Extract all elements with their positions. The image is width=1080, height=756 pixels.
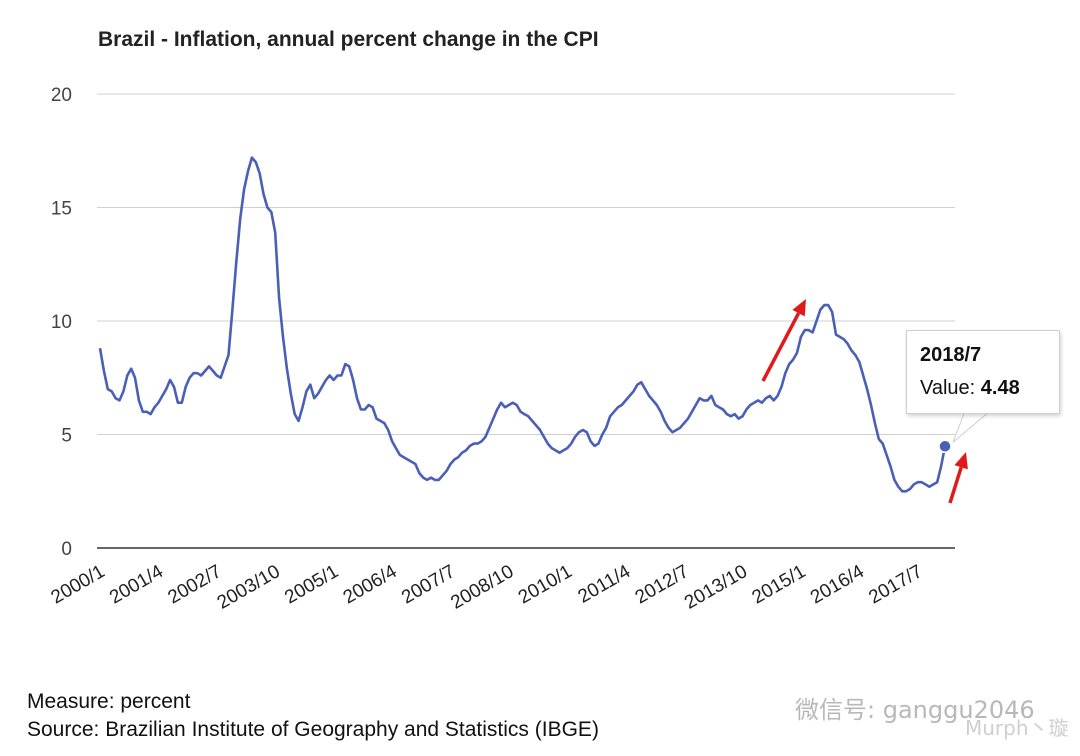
x-tick-label: 2008/10 xyxy=(447,561,517,614)
series-line xyxy=(98,156,947,493)
watermark: 微信号: ganggu2046 xyxy=(795,696,1035,724)
red-arrow-2018 xyxy=(948,452,968,504)
point-layer xyxy=(938,410,992,454)
x-tick-label: 2013/10 xyxy=(681,561,751,614)
y-tick-label: 5 xyxy=(61,426,72,447)
y-tick-label: 20 xyxy=(51,85,72,106)
chart-title: Brazil - Inflation, annual percent chang… xyxy=(98,28,599,51)
x-tick-label: 2016/4 xyxy=(807,561,868,608)
series-line-layer xyxy=(98,156,947,493)
y-tick-label: 10 xyxy=(51,312,72,333)
y-tick-label: 15 xyxy=(51,199,72,220)
footer-source: Source: Brazilian Institute of Geography… xyxy=(27,718,599,741)
x-tick-label: 2015/1 xyxy=(749,561,810,608)
line-chart: 0 5 10 15 20 2000/12001/42002/72003/102005/1… xyxy=(48,85,992,614)
y-tick-label: 0 xyxy=(61,539,72,560)
tooltip-value-row: Value: 4.48 xyxy=(920,377,1020,400)
tooltip-value: 4.48 xyxy=(980,377,1020,399)
red-arrow-2015 xyxy=(761,299,806,382)
x-tick-label: 2010/1 xyxy=(515,561,576,608)
y-axis-ticks: 0 5 10 15 20 xyxy=(51,85,72,560)
x-tick-label: 2003/10 xyxy=(214,561,284,614)
x-tick-label: 2011/4 xyxy=(575,561,635,608)
x-tick-label: 2017/7 xyxy=(865,561,926,608)
value-tooltip: 2018/7 Value: 4.48 xyxy=(906,330,1060,414)
tooltip-value-label: Value: xyxy=(920,377,976,399)
annotation-arrows xyxy=(761,299,968,504)
tooltip-pointer xyxy=(952,410,992,443)
gridlines xyxy=(97,93,955,549)
highlighted-point[interactable] xyxy=(938,439,952,454)
x-tick-label: 2000/1 xyxy=(48,561,109,608)
x-axis-ticks: 2000/12001/42002/72003/102005/12006/4200… xyxy=(48,561,927,614)
x-tick-label: 2001/4 xyxy=(106,561,167,608)
footer-measure: Measure: percent xyxy=(27,690,191,713)
watermark-secondary: Murph丶璇 xyxy=(965,716,1069,740)
tooltip-date: 2018/7 xyxy=(920,344,982,366)
x-tick-label: 2005/1 xyxy=(281,561,342,608)
x-tick-label: 2006/4 xyxy=(340,561,401,608)
